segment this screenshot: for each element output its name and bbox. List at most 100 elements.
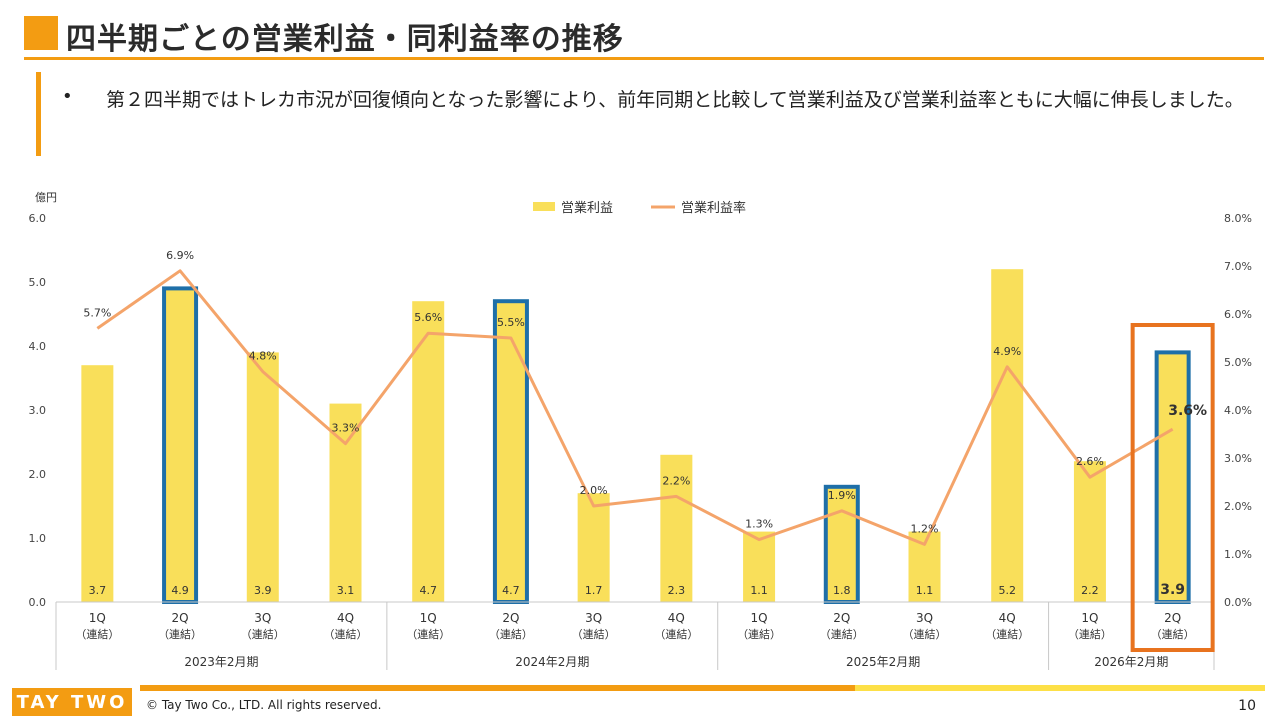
footer-bar-orange (140, 685, 855, 691)
line-series (96, 269, 1174, 546)
legend-bar-label: 営業利益 (561, 200, 613, 216)
note-bullet: • (62, 86, 73, 107)
y-tick-left: 0.0 (29, 596, 47, 609)
x-category-label: 1Q (1081, 611, 1098, 625)
y-tick-right: 6.0% (1224, 308, 1252, 321)
bar (577, 493, 610, 602)
line-value-label: 5.5% (497, 316, 525, 329)
x-category-sub: （連結） (1068, 627, 1112, 641)
y-tick-right: 5.0% (1224, 356, 1252, 369)
bar-value-label: 3.9 (254, 584, 272, 597)
x-category-sub: （連結） (654, 627, 698, 641)
bar (660, 454, 693, 602)
bar (329, 403, 362, 602)
legend-bar-swatch (533, 202, 555, 211)
line-value-label: 5.7% (83, 306, 111, 319)
bar-value-label: 3.9 (1160, 582, 1185, 598)
x-category-label: 4Q (999, 611, 1016, 625)
bar-value-label: 2.2 (1081, 584, 1099, 597)
y-tick-right: 2.0% (1224, 500, 1252, 513)
line-value-label: 2.6% (1076, 455, 1104, 468)
line-value-label: 1.3% (745, 518, 773, 531)
line-value-label: 4.8% (249, 350, 277, 363)
x-category-label: 3Q (916, 611, 933, 625)
bar-value-label: 1.7 (585, 584, 603, 597)
bar (164, 288, 197, 602)
bar-value-label: 2.3 (668, 584, 686, 597)
y-tick-right: 1.0% (1224, 548, 1252, 561)
x-category-label: 3Q (585, 611, 602, 625)
note-accent-bar (36, 72, 41, 156)
x-category-sub: （連結） (820, 627, 864, 641)
bar-value-label: 4.9 (171, 584, 189, 597)
copyright: © Tay Two Co., LTD. All rights reserved. (146, 698, 382, 712)
x-category-sub: （連結） (1151, 627, 1195, 641)
x-category-label: 2Q (833, 611, 850, 625)
page-number: 10 (1238, 698, 1256, 714)
x-category-label: 2Q (1164, 611, 1181, 625)
x-category-sub: （連結） (158, 627, 202, 641)
line-value-label: 2.2% (662, 474, 690, 487)
x-category-label: 1Q (751, 611, 768, 625)
line-value-label: 3.3% (332, 422, 360, 435)
bar-value-label: 3.1 (337, 584, 355, 597)
bar-value-label: 4.7 (502, 584, 520, 597)
x-category-sub: （連結） (324, 627, 368, 641)
group-label: 2026年2月期 (1094, 655, 1168, 669)
bar-value-label: 1.1 (750, 584, 768, 597)
bar-value-label: 1.1 (916, 584, 934, 597)
line-value-label: 6.9% (166, 249, 194, 262)
line-value-label: 4.9% (993, 345, 1021, 358)
group-label: 2025年2月期 (846, 655, 920, 669)
title-bar: 四半期ごとの営業利益・同利益率の推移 (24, 10, 1264, 58)
line-value-label: 5.6% (414, 311, 442, 324)
bar (494, 301, 527, 602)
y-tick-left: 4.0 (29, 340, 47, 353)
bar (743, 531, 776, 602)
bar-value-label: 1.8 (833, 584, 851, 597)
y-tick-right: 7.0% (1224, 260, 1252, 273)
bar-value-label: 5.2 (998, 584, 1016, 597)
bar (1156, 352, 1189, 602)
line-value-label: 1.2% (911, 522, 939, 535)
x-category-sub: （連結） (489, 627, 533, 641)
x-category-sub: （連結） (903, 627, 947, 641)
y-tick-right: 8.0% (1224, 212, 1252, 225)
line-value-label: 3.6% (1168, 403, 1207, 419)
y-tick-right: 4.0% (1224, 404, 1252, 417)
company-logo: TAY TWO (12, 688, 132, 716)
line-value-label: 1.9% (828, 489, 856, 502)
y-tick-left: 2.0 (29, 468, 47, 481)
group-label: 2024年2月期 (515, 655, 589, 669)
legend-line-label: 営業利益率 (681, 200, 746, 216)
x-category-sub: （連結） (985, 627, 1029, 641)
x-category-label: 1Q (420, 611, 437, 625)
footer-bar-yellow (855, 685, 1265, 691)
bar (825, 486, 858, 602)
profit-chart: 億円 0.0 1.0 2.0 3.0 4.0 5.0 6.0 0.0% 1.0% 2.0% 3.0% 4… (29, 191, 1252, 670)
emphasis-box (1130, 323, 1215, 652)
bar (81, 365, 114, 602)
bar (1073, 461, 1106, 602)
y-tick-left: 3.0 (29, 404, 47, 417)
y-tick-left: 6.0 (29, 212, 47, 225)
x-category-sub: （連結） (572, 627, 616, 641)
y-tick-left: 5.0 (29, 276, 47, 289)
group-label: 2023年2月期 (184, 655, 258, 669)
x-category-sub: （連結） (737, 627, 781, 641)
line-value-label: 2.0% (580, 484, 608, 497)
y-unit-label: 億円 (35, 191, 57, 204)
x-category-label: 1Q (89, 611, 106, 625)
bar-value-label: 3.7 (89, 584, 107, 597)
bar-value-label: 4.7 (419, 584, 437, 597)
bar (991, 269, 1024, 602)
title-underline (24, 57, 1264, 60)
x-category-sub: （連結） (406, 627, 450, 641)
x-category-label: 4Q (668, 611, 685, 625)
bar (246, 352, 279, 602)
y-tick-left: 1.0 (29, 532, 47, 545)
y-tick-right: 3.0% (1224, 452, 1252, 465)
x-category-sub: （連結） (241, 627, 285, 641)
x-category-label: 2Q (502, 611, 519, 625)
x-category-sub: （連結） (75, 627, 119, 641)
